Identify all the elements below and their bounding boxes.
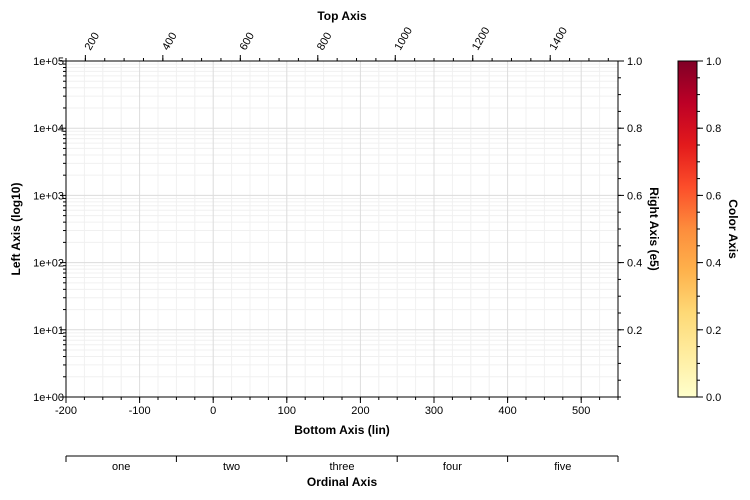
ordinal-axis-tick-label: one (112, 461, 130, 473)
top-axis-tick-label: 600 (238, 31, 258, 53)
right-axis: 0.2 0.4 0.6 0.8 1.0 (618, 56, 642, 398)
top-axis: 200 400 600 800 1000 1200 1400 (65, 25, 609, 61)
ordinal-axis-tick-label: three (329, 461, 354, 473)
ordinal-axis-tick-label: two (223, 461, 240, 473)
left-axis-tick-label: 1e+01 (33, 325, 64, 337)
top-axis-tick-label: 800 (315, 31, 335, 53)
color-bar-tick-label: 0.4 (706, 258, 721, 270)
right-axis-tick-label: 0.6 (627, 190, 642, 202)
left-axis-tick-label: 1e+03 (33, 190, 64, 202)
bottom-axis-tick-label: -200 (55, 405, 77, 417)
left-axis: 1e+00 1e+01 1e+02 1e+03 1e+04 1e+05 (33, 56, 66, 404)
top-axis-title: Top Axis (317, 9, 367, 23)
color-bar: 0.0 0.2 0.4 0.6 0.8 1.0 (677, 56, 721, 404)
bottom-axis-tick-label: 500 (572, 405, 590, 417)
ordinal-axis-tick-label: four (443, 461, 462, 473)
minor-gridlines (66, 61, 619, 397)
color-bar-tick-label: 0.8 (706, 123, 721, 135)
top-axis-tick-label: 400 (160, 31, 180, 53)
left-axis-tick-label: 1e+05 (33, 56, 64, 68)
color-bar-tick-label: 0.6 (706, 190, 721, 202)
right-axis-title: Right Axis (e5) (647, 187, 661, 271)
ordinal-axis-tick-label: five (554, 461, 571, 473)
top-axis-tick-label: 1000 (392, 25, 415, 52)
bottom-axis-tick-label: 300 (425, 405, 443, 417)
left-axis-tick-label: 1e+00 (33, 392, 64, 404)
bottom-axis-tick-label: 100 (278, 405, 296, 417)
color-bar-tick-label: 0.0 (706, 392, 721, 404)
right-axis-tick-label: 0.8 (627, 123, 642, 135)
right-axis-tick-label: 1.0 (627, 56, 642, 68)
color-bar-tick-label: 0.2 (706, 325, 721, 337)
color-bar-tick-label: 1.0 (706, 56, 721, 68)
bottom-axis-tick-label: 200 (351, 405, 369, 417)
color-bar-gradient (677, 60, 698, 398)
top-axis-tick-label: 1200 (470, 25, 493, 52)
left-axis-tick-label: 1e+02 (33, 258, 64, 270)
top-axis-tick-label: 1400 (547, 25, 570, 52)
color-axis-title: Color Axis (726, 199, 740, 259)
bottom-axis-title: Bottom Axis (lin) (294, 423, 390, 437)
left-axis-title: Left Axis (log10) (9, 183, 23, 276)
bottom-axis-tick-label: 0 (210, 405, 216, 417)
top-axis-tick-label: 200 (83, 31, 103, 53)
ordinal-axis-title: Ordinal Axis (307, 475, 378, 489)
right-axis-tick-label: 0.4 (627, 258, 642, 270)
ordinal-axis: one two three four five (65, 455, 619, 473)
bottom-axis-tick-label: -100 (129, 405, 151, 417)
bottom-axis: -200 -100 0 100 200 300 400 500 (55, 397, 619, 417)
right-axis-tick-label: 0.2 (627, 325, 642, 337)
bottom-axis-tick-label: 400 (498, 405, 516, 417)
left-axis-tick-label: 1e+04 (33, 123, 64, 135)
